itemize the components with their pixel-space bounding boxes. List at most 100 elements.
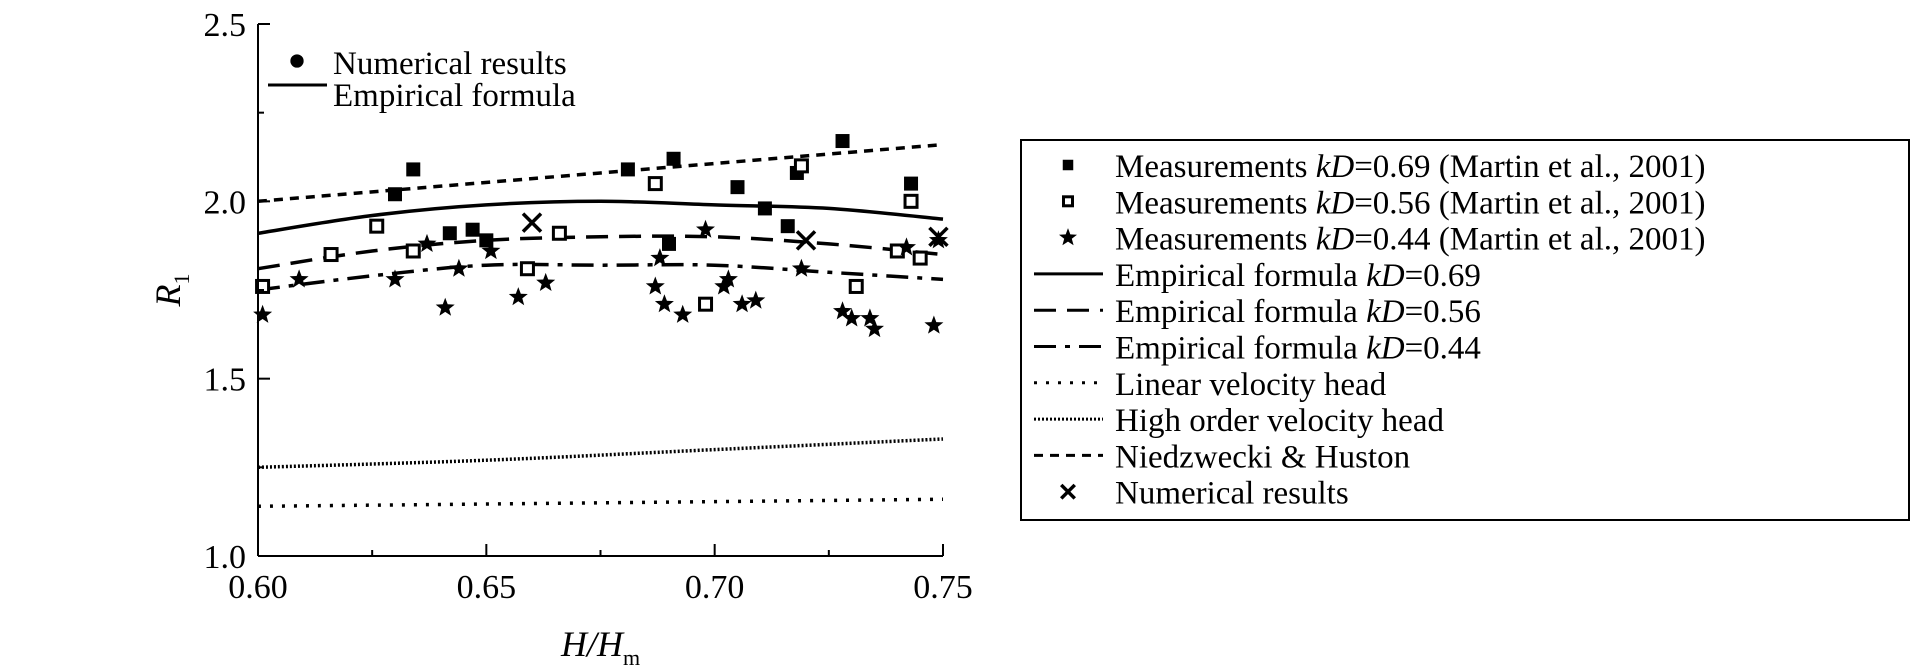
legend-entry-label: Niedzwecki & Huston — [1115, 439, 1410, 475]
cross-marker — [928, 226, 949, 248]
axes: 0.60 0.65 0.70 0.75 1.0 1.5 2.0 2.5 H/Hm R1 — [148, 7, 973, 668]
legend-entry-label: Measurements kD=0.44 (Martin et al., 200… — [1115, 222, 1705, 258]
star-marker — [253, 304, 273, 323]
legend-entry-prefix: High order velocity head — [1115, 403, 1444, 439]
star-marker — [536, 272, 556, 291]
star-marker — [417, 233, 437, 252]
inner-legend-dot-icon — [290, 54, 304, 68]
y-axis-label: R1 — [148, 274, 194, 308]
legend-entry-suffix: =0.56 — [1405, 294, 1481, 330]
star-marker — [449, 258, 469, 277]
y-tick-label: 1.0 — [204, 539, 247, 576]
y-axis-label-main: R — [148, 285, 188, 308]
filled-square-legend-icon — [1062, 159, 1074, 171]
inner-legend-label: Empirical formula — [333, 78, 576, 114]
open-square-marker — [698, 296, 714, 312]
filled-square-marker — [780, 219, 795, 234]
open-square-marker — [903, 193, 919, 209]
star-marker — [746, 290, 766, 309]
legend-entry-suffix: =0.69 (Martin et al., 2001) — [1354, 149, 1705, 185]
star-marker — [897, 237, 916, 256]
legend-entry-italic: kD — [1366, 331, 1405, 367]
open-square-marker — [912, 250, 928, 266]
filled-square-marker — [465, 222, 480, 237]
solid-curve — [257, 199, 944, 236]
open-square-marker — [323, 247, 339, 263]
legend-entry-label: High order velocity head — [1115, 403, 1444, 439]
markers — [253, 134, 949, 338]
star-marker — [924, 315, 944, 334]
legend-entry-prefix: Empirical formula — [1115, 258, 1366, 294]
legend-entry-prefix: Niedzwecki & Huston — [1115, 439, 1410, 475]
star-marker — [650, 248, 670, 267]
legend-entry-prefix: Measurements — [1115, 149, 1316, 185]
legend-entry-prefix: Numerical results — [1115, 476, 1349, 512]
star-marker — [435, 297, 455, 316]
legend-entry-label: Linear velocity head — [1115, 367, 1387, 403]
open-square-marker — [848, 278, 864, 294]
filled-square-marker — [835, 134, 850, 149]
open-square-marker — [793, 158, 809, 174]
legend: Measurements kD=0.69 (Martin et al., 200… — [1020, 139, 1910, 521]
star-marker — [654, 294, 674, 313]
legend-entry-suffix: =0.69 — [1405, 258, 1481, 294]
x-tick-label: 0.75 — [913, 569, 973, 606]
x-axis-label-main: H/H — [560, 624, 625, 664]
filled-square-marker — [904, 176, 919, 191]
x-tick-label: 0.60 — [228, 569, 288, 606]
y-axis-label-sub: 1 — [169, 274, 194, 285]
open-square-legend-icon — [1062, 195, 1074, 208]
star-marker — [865, 319, 884, 338]
legend-entry-italic: kD — [1316, 185, 1355, 221]
filled-square-marker — [666, 151, 681, 166]
legend-entry-suffix: =0.44 — [1405, 331, 1481, 367]
filled-square-marker — [442, 226, 457, 241]
dashdot-curve — [257, 262, 944, 292]
legend-entry-prefix: Empirical formula — [1115, 331, 1366, 367]
legend-entry-label: Numerical results — [1115, 476, 1349, 512]
open-square-marker — [405, 243, 421, 259]
short-dash-curve — [257, 142, 944, 204]
open-square-marker — [519, 261, 535, 277]
inner-legend-label: Numerical results — [333, 46, 567, 82]
y-tick-label: 2.5 — [204, 7, 247, 44]
star-marker — [645, 276, 665, 295]
x-tick-label: 0.70 — [685, 569, 745, 606]
x-axis-label: H/Hm — [560, 624, 640, 668]
star-marker — [289, 269, 309, 288]
filled-square-marker — [757, 201, 772, 216]
fine-dot-curve — [257, 437, 944, 470]
legend-entry-suffix: =0.56 (Martin et al., 2001) — [1354, 185, 1705, 221]
x-axis-label-sub: m — [623, 645, 640, 668]
legend-entry-label: Measurements kD=0.56 (Martin et al., 200… — [1115, 185, 1705, 221]
star-marker — [860, 308, 880, 327]
star-marker — [842, 308, 862, 327]
star-marker — [673, 304, 693, 323]
cross-marker — [795, 230, 817, 251]
star-marker — [718, 269, 738, 288]
x-tick-label: 0.65 — [457, 569, 517, 606]
filled-square-marker — [730, 180, 745, 195]
star-marker — [385, 269, 405, 288]
legend-entry-prefix: Empirical formula — [1115, 294, 1366, 330]
star-marker — [508, 287, 528, 306]
star-marker — [732, 294, 752, 313]
legend-entry-italic: kD — [1366, 294, 1405, 330]
filled-square-marker — [406, 162, 421, 177]
star-legend-icon — [1059, 228, 1077, 246]
star-marker — [833, 301, 852, 320]
legend-box — [1020, 139, 1910, 521]
curves — [257, 142, 944, 509]
open-square-marker — [551, 225, 567, 241]
star-marker — [928, 230, 948, 249]
legend-entry-label: Empirical formula kD=0.44 — [1115, 331, 1481, 367]
legend-entry-italic: kD — [1316, 149, 1355, 185]
dash-curve — [257, 234, 944, 271]
filled-square-marker — [388, 187, 402, 202]
cross-marker — [521, 212, 543, 233]
star-marker — [481, 241, 501, 260]
open-square-marker — [369, 218, 385, 234]
legend-entry-label: Measurements kD=0.69 (Martin et al., 200… — [1115, 149, 1705, 185]
star-marker — [791, 258, 811, 277]
